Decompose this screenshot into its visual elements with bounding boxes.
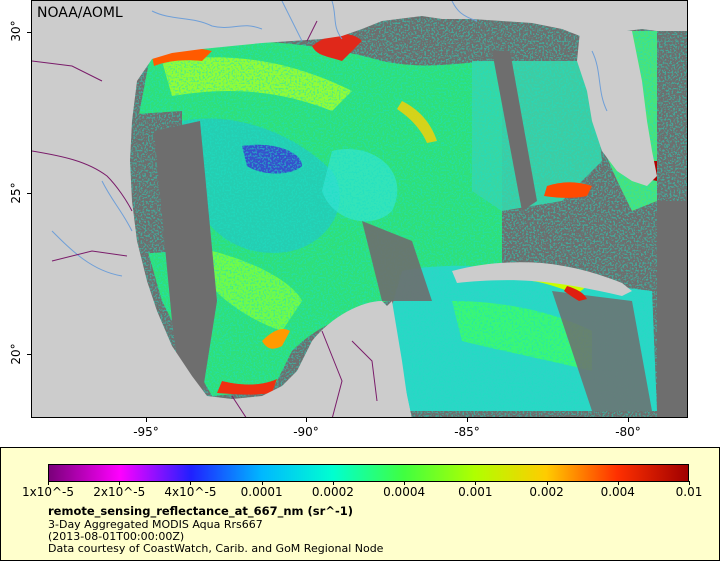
colorbar-tick-label: 0.001 xyxy=(458,485,493,499)
map-canvas xyxy=(32,1,687,417)
colorbar-tick-label: 0.004 xyxy=(600,485,635,499)
colorbar-tick-mark xyxy=(48,481,49,485)
lat-tick-label-30: 30° xyxy=(9,20,23,42)
political-borders xyxy=(32,20,378,417)
lat-tick-label-25: 25° xyxy=(9,182,23,204)
colorbar-tick-label: 2x10^-5 xyxy=(93,485,146,499)
legend-panel: 1x10^-5 2x10^-5 4x10^-5 0.0001 0.0002 0.0004 0… xyxy=(0,447,720,561)
lat-tick-mark xyxy=(27,32,31,33)
lon-tick-mark xyxy=(306,418,307,422)
swath-gaps xyxy=(154,51,652,411)
time-stamp: (2013-08-01T00:00:00Z) xyxy=(48,530,185,543)
lon-tick-mark xyxy=(146,418,147,422)
colorbar-tick-label: 0.0001 xyxy=(240,485,283,499)
colorbar-tick-mark xyxy=(404,481,406,485)
colorbar-tick-mark xyxy=(689,481,690,485)
colorbar-tick-mark xyxy=(475,481,477,485)
data-credit: Data courtesy of CoastWatch, Carib. and … xyxy=(48,542,384,555)
lon-tick-label-80: -80° xyxy=(615,425,641,439)
colorbar-tick-mark xyxy=(546,481,548,485)
colorbar-tick-mark xyxy=(261,481,263,485)
lat-tick-mark xyxy=(27,354,31,355)
source-label: NOAA/AOML xyxy=(37,5,123,21)
colorbar-tick-label: 0.002 xyxy=(529,485,564,499)
colorbar-tick-label: 0.0002 xyxy=(311,485,354,499)
colorbar-tick-mark xyxy=(190,481,192,485)
lon-tick-mark xyxy=(467,418,468,422)
variable-name: remote_sensing_reflectance_at_667_nm (sr… xyxy=(48,504,353,518)
colorbar-tick-label: 4x10^-5 xyxy=(164,485,217,499)
lon-tick-label-90: -90° xyxy=(293,425,319,439)
colorbar xyxy=(48,464,689,482)
colorbar-tick-label: 1x10^-5 xyxy=(21,485,75,499)
land-masses xyxy=(32,1,687,417)
lon-tick-label-95: -95° xyxy=(133,425,159,439)
colorbar-tick-mark xyxy=(119,481,121,485)
colorbar-tick-mark xyxy=(617,481,619,485)
rivers xyxy=(51,1,608,277)
lat-tick-label-20: 20° xyxy=(9,343,23,365)
map-plot-area[interactable]: NOAA/AOML xyxy=(31,0,688,418)
lon-tick-label-85: -85° xyxy=(454,425,480,439)
lat-tick-mark xyxy=(27,193,31,194)
product-name: 3-Day Aggregated MODIS Aqua Rrs667 xyxy=(48,518,263,531)
colorbar-tick-label: 0.0004 xyxy=(383,485,426,499)
lon-tick-mark xyxy=(628,418,629,422)
colorbar-tick-label: 0.01 xyxy=(675,485,703,499)
colorbar-tick-mark xyxy=(332,481,334,485)
